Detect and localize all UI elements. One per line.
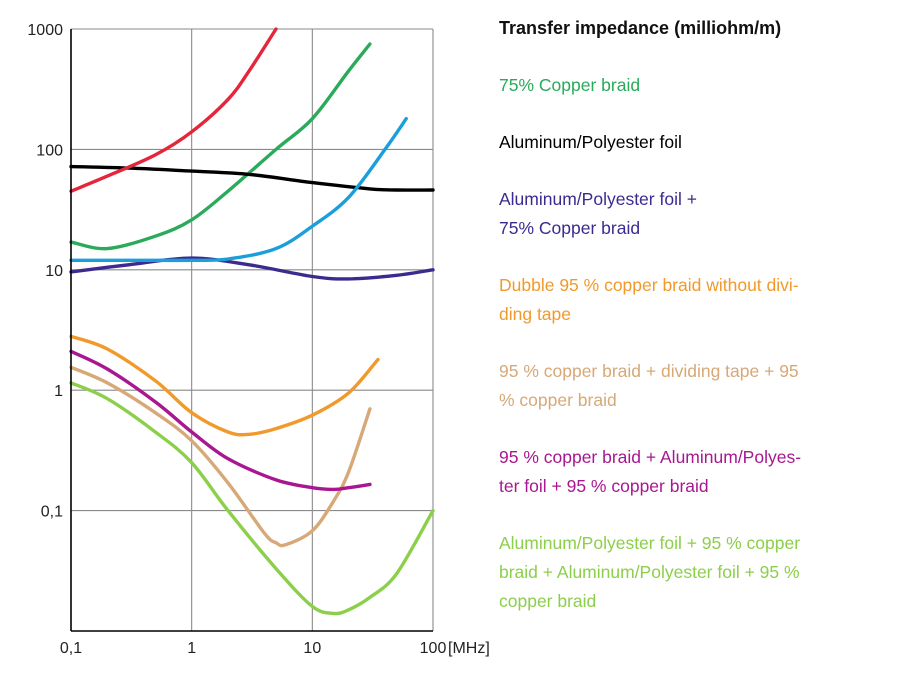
x-unit-label: [MHz] xyxy=(448,640,490,657)
series-line-3 xyxy=(69,334,380,437)
y-tick-label: 1000 xyxy=(27,22,63,39)
legend-item: Aluminum/Polyester foil + 95 % copper bra… xyxy=(499,533,801,611)
legend-item: 75% Copper braid xyxy=(499,75,641,95)
series-lines xyxy=(69,27,435,616)
tick-labels: 0,1 1 10 100 1000 100 10 1 0,1 xyxy=(27,22,446,657)
x-tick-label: 1 xyxy=(187,640,196,657)
legend-item: Dubble 95 % copper braid without divi-di… xyxy=(499,275,799,324)
series-line-2 xyxy=(69,256,435,281)
y-tick-label: 100 xyxy=(36,142,63,159)
series-line-7 xyxy=(69,27,278,193)
legend: Transfer impedance (milliohm/m) 75% Copp… xyxy=(499,18,894,644)
legend-item: 95 % copper braid + Aluminum/Polyes-ter … xyxy=(499,447,802,496)
y-tick-label: 1 xyxy=(54,383,63,400)
legend-item: Aluminum/Polyester foil +75% Copper brai… xyxy=(499,189,697,238)
y-tick-label: 0,1 xyxy=(41,504,63,521)
legend-title: Transfer impedance (milliohm/m) xyxy=(499,18,782,38)
series-line-8 xyxy=(69,117,408,263)
legend-item: 95 % copper braid + dividing tape + 95% … xyxy=(499,361,799,410)
plot-frame xyxy=(70,29,433,632)
y-tick-label: 10 xyxy=(45,263,63,280)
series-line-4 xyxy=(69,365,372,548)
series-line-6 xyxy=(69,381,435,616)
x-tick-label: 100 xyxy=(420,640,447,657)
grid-lines xyxy=(71,28,434,631)
x-tick-label: 0,1 xyxy=(60,640,82,657)
plot-area xyxy=(71,29,433,631)
legend-items: 75% Copper braid Aluminum/Polyester foil A… xyxy=(499,71,894,616)
series-line-5 xyxy=(69,349,372,492)
x-tick-label: 10 xyxy=(303,640,321,657)
series-line-1 xyxy=(69,164,435,192)
series-line-0 xyxy=(69,42,372,251)
legend-item: Aluminum/Polyester foil xyxy=(499,132,682,152)
